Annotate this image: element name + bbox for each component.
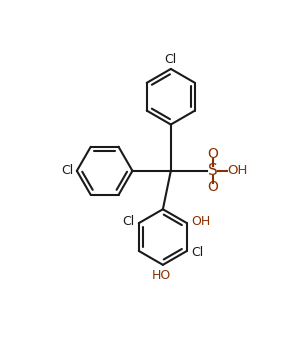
Text: O: O [208,147,219,161]
Text: OH: OH [191,215,210,228]
Text: OH: OH [228,164,248,177]
Text: S: S [208,163,218,178]
Text: Cl: Cl [123,215,135,228]
Text: O: O [208,180,219,194]
Text: Cl: Cl [191,246,203,259]
Text: HO: HO [152,269,171,282]
Text: Cl: Cl [61,164,74,177]
Text: Cl: Cl [165,53,177,66]
